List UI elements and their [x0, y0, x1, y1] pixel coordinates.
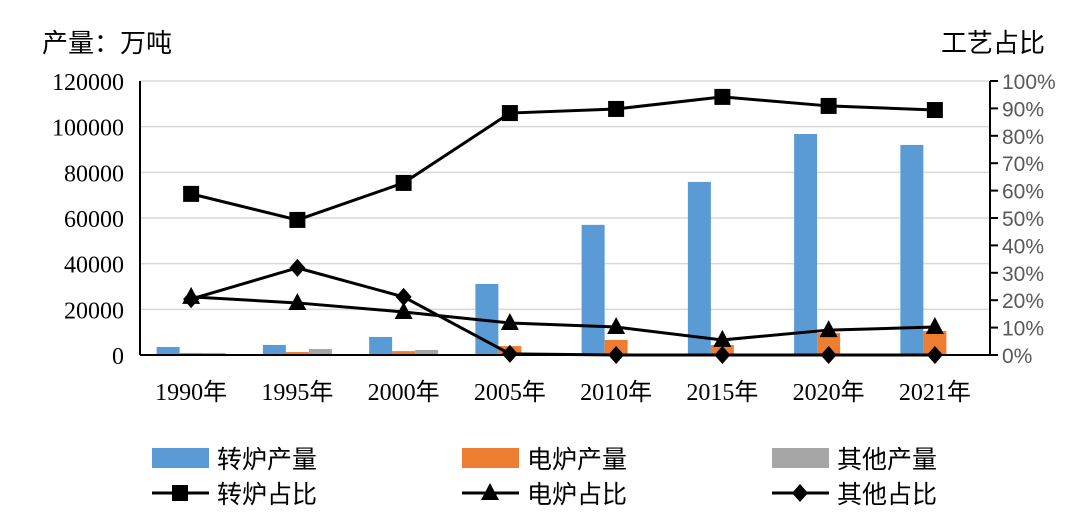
legend-label: 转炉产量: [217, 446, 317, 474]
y2-tick-label: 60%: [1002, 181, 1044, 204]
bar-0-1: [262, 344, 286, 355]
line-point-1-6: [819, 320, 838, 338]
y-tick-label: 60000: [64, 207, 124, 233]
bar-0-0: [156, 347, 180, 355]
line-point-0-7: [926, 102, 943, 119]
line-point-2-4: [608, 346, 625, 364]
y2-tick-label: 70%: [1002, 153, 1044, 176]
line-point-0-4: [608, 100, 625, 117]
line-point-1-2: [394, 301, 413, 319]
bar-1-7: [923, 331, 947, 355]
line-point-2-7: [926, 346, 943, 364]
x-tick-label: 2000年: [368, 379, 440, 406]
right-axis-title: 工艺占比: [941, 28, 1045, 58]
line-point-1-1: [288, 292, 307, 310]
y2-tick-label: 80%: [1002, 126, 1044, 149]
y2-tick-label: 10%: [1002, 318, 1044, 341]
legend-label: 其他产量: [837, 446, 937, 474]
line-point-2-5: [714, 346, 731, 364]
y2-tick-label: 20%: [1002, 290, 1044, 313]
y2-tick-label: 0%: [1002, 345, 1032, 368]
line-series-0: [190, 95, 935, 222]
bar-2-1: [308, 349, 332, 355]
x-tick-label: 1990年: [155, 379, 227, 406]
line-point-1-4: [607, 317, 626, 335]
bar-2-2: [415, 349, 439, 355]
bar-2-0: [202, 352, 226, 355]
y-tick-label: 20000: [64, 298, 124, 324]
line-point-0-5: [714, 88, 731, 105]
line-point-1-5: [713, 329, 732, 347]
y2-tick-label: 30%: [1002, 263, 1044, 286]
y2-tick-label: 100%: [1002, 71, 1056, 94]
line-point-2-3: [501, 344, 518, 363]
line-point-2-2: [395, 287, 412, 306]
y-tick-label: 120000: [52, 70, 124, 96]
line-point-0-1: [289, 211, 306, 228]
line-point-1-3: [500, 312, 519, 330]
bar-1-1: [285, 352, 309, 355]
legend-swatch-2: [772, 448, 829, 468]
bar-0-5: [687, 181, 711, 355]
x-tick-label: 2021年: [899, 379, 971, 406]
x-tick-label: 2015年: [686, 379, 758, 406]
line-point-0-2: [395, 174, 412, 191]
line-point-0-6: [820, 97, 837, 114]
y-tick-label: 40000: [64, 253, 124, 279]
legend-label: 转炉占比: [217, 481, 317, 509]
line-point-2-1: [289, 258, 306, 277]
line-series-2: [190, 266, 935, 357]
y2-tick-label: 90%: [1002, 98, 1044, 121]
line-point-0-0: [183, 185, 200, 202]
line-point-1-7: [925, 317, 944, 335]
y-tick-label: 100000: [52, 116, 124, 142]
bar-1-0: [179, 352, 203, 355]
bar-0-4: [581, 224, 605, 355]
bar-0-6: [794, 133, 818, 355]
line-point-2-6: [820, 346, 837, 364]
line-series-1: [191, 295, 935, 342]
x-tick-label: 2010年: [580, 379, 652, 406]
x-tick-label: 1995年: [261, 379, 333, 406]
y-tick-label: 80000: [64, 161, 124, 187]
bar-0-7: [900, 144, 924, 355]
legend-swatch-0: [152, 448, 209, 468]
legend-marker-0: [172, 485, 188, 501]
legend-marker-1: [481, 483, 499, 500]
y2-tick-label: 50%: [1002, 208, 1044, 231]
y-tick-label: 0: [112, 344, 124, 370]
bar-0-2: [369, 336, 393, 355]
legend-label: 电炉产量: [527, 446, 627, 474]
legend-label: 电炉占比: [527, 481, 627, 509]
legend-label: 其他占比: [837, 481, 937, 509]
legend-marker-2: [792, 484, 808, 502]
left-axis-title: 产量：万吨: [42, 28, 172, 58]
line-point-0-3: [501, 105, 518, 122]
bar-1-2: [392, 351, 416, 355]
x-tick-label: 2005年: [474, 379, 546, 406]
y2-tick-label: 40%: [1002, 235, 1044, 258]
x-tick-label: 2020年: [793, 379, 865, 406]
legend-swatch-1: [462, 448, 519, 468]
line-point-2-0: [183, 290, 200, 309]
bar-1-6: [817, 333, 841, 355]
